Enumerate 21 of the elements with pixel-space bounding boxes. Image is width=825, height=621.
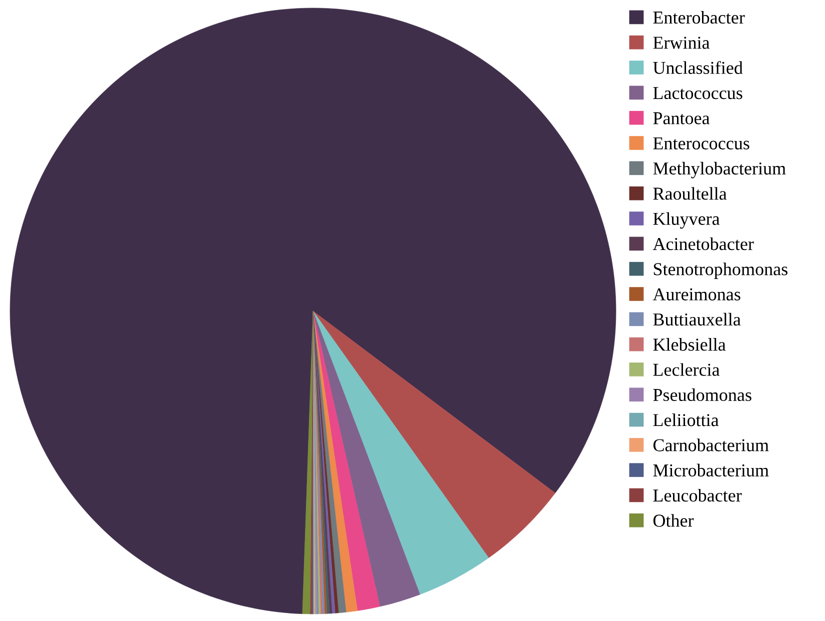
legend-label: Enterococcus <box>653 137 750 150</box>
legend-label: Leucobacter <box>653 488 742 502</box>
legend-label: Raoultella <box>653 187 727 200</box>
legend-label: Leliiottia <box>653 413 719 426</box>
legend-label: Buttiauxella <box>653 312 741 326</box>
legend-label: Kluyvera <box>653 212 720 229</box>
legend-label: Klebsiella <box>653 338 726 351</box>
legend-label: Enterobacter <box>653 10 745 24</box>
legend-label: Other <box>653 514 694 527</box>
legend-label: Pseudomonas <box>653 388 752 402</box>
legend-label: Unclassified <box>653 61 743 74</box>
legend-label: Methylobacterium <box>653 162 786 178</box>
legend-label: Lactococcus <box>653 87 742 100</box>
legend-label: Acinetobacter <box>652 237 754 250</box>
legend-label: Stenotrophomonas <box>654 262 788 279</box>
legend-label: Aureimonas <box>652 288 740 300</box>
legend-label: Leclercia <box>653 363 720 376</box>
legend-label: Microbacterium <box>653 464 769 476</box>
legend-label: Carnobacterium <box>653 438 769 452</box>
legend-label: Erwinia <box>653 36 710 49</box>
legend-label: Pantoea <box>653 112 710 124</box>
